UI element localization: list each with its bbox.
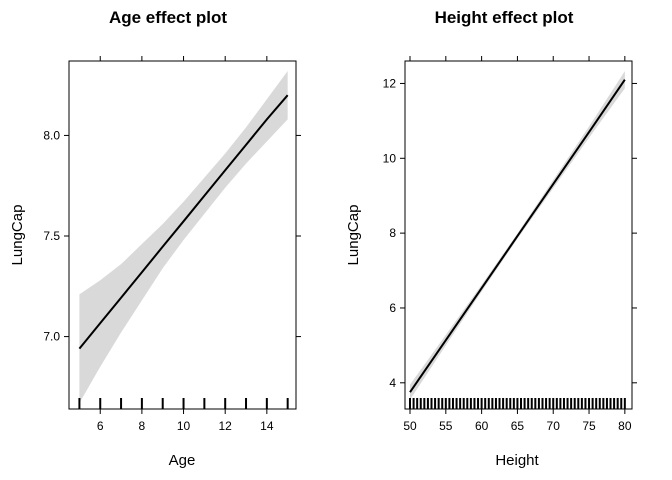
x-tick-label: 75 [582, 419, 596, 433]
y-tick-label: 6 [389, 301, 396, 315]
x-axis-label: Age [169, 452, 196, 469]
x-tick-label: 10 [177, 419, 191, 433]
x-tick-label: 14 [260, 419, 274, 433]
fitted-line [78, 94, 289, 350]
x-tick-label: 8 [139, 419, 146, 433]
plot-frame [404, 60, 633, 410]
y-tick-label: 8.0 [43, 128, 60, 142]
y-tick-label: 8 [389, 226, 396, 240]
x-tick-label: 60 [475, 419, 489, 433]
x-tick-label: 65 [511, 419, 525, 433]
confidence-band [79, 71, 288, 403]
plot-frame [68, 60, 297, 410]
y-tick-label: 7.0 [43, 330, 60, 344]
x-tick-label: 6 [97, 419, 104, 433]
height-effect-panel: Height effect plot Height LungCap 50 55 60… [345, 8, 637, 469]
x-axis-label: Height [495, 452, 539, 469]
y-tick-label: 7.5 [43, 229, 60, 243]
fitted-line [409, 79, 626, 393]
age-effect-panel: Age effect plot Age LungCap 6 8 10 12 14 7.0 7… [9, 8, 301, 469]
x-tick-label: 55 [439, 419, 453, 433]
y-axis-label: LungCap [345, 205, 362, 266]
x-tick-label: 50 [403, 419, 417, 433]
y-axis-label: LungCap [9, 205, 26, 266]
x-tick-label: 80 [618, 419, 632, 433]
chart-title: Height effect plot [435, 8, 574, 27]
y-tick-label: 12 [383, 76, 397, 90]
y-tick-label: 10 [383, 151, 397, 165]
x-tick-label: 12 [219, 419, 233, 433]
x-tick-label: 70 [547, 419, 561, 433]
chart-title: Age effect plot [109, 8, 227, 27]
y-tick-label: 4 [389, 376, 396, 390]
